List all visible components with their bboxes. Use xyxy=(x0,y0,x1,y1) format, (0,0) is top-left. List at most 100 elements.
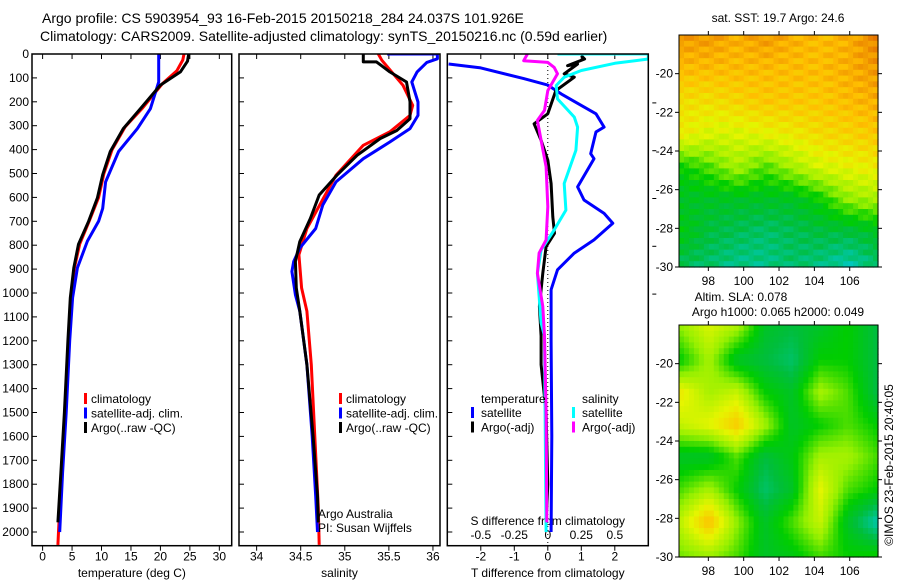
map-cell xyxy=(813,493,819,500)
map-cell xyxy=(798,185,804,193)
map-cell xyxy=(703,145,710,152)
map-cell xyxy=(763,429,770,436)
map-cell xyxy=(718,528,725,535)
map-cell xyxy=(803,493,809,500)
map-cell xyxy=(858,185,864,193)
map-cell xyxy=(863,487,869,494)
map-cell xyxy=(803,238,809,245)
map-cell xyxy=(793,330,799,338)
map-cell xyxy=(853,69,859,77)
map-cell xyxy=(718,197,725,204)
map-cell xyxy=(818,98,824,106)
map-cell xyxy=(813,87,819,94)
map-cell xyxy=(748,98,755,106)
map-cell xyxy=(818,325,824,332)
map-cell xyxy=(858,232,864,239)
map-cell xyxy=(843,162,849,169)
map-cell xyxy=(848,383,854,390)
map-cell xyxy=(753,551,760,558)
map-cell xyxy=(748,359,755,367)
map-cell xyxy=(818,342,824,349)
map-cell xyxy=(688,545,695,552)
map-cell xyxy=(788,423,795,430)
map-cell xyxy=(838,75,844,82)
map-cell xyxy=(733,35,740,42)
map-cell xyxy=(778,174,785,181)
map-cell xyxy=(753,470,760,477)
map-y-tick-label: -30 xyxy=(656,550,674,564)
map-cell xyxy=(803,226,809,233)
map-cell xyxy=(758,145,765,152)
map-cell xyxy=(853,493,859,500)
map-cell xyxy=(698,232,705,239)
map-cell xyxy=(868,127,874,135)
map-cell xyxy=(718,417,725,425)
map-cell xyxy=(708,412,715,419)
map-cell xyxy=(818,87,824,94)
map-cell xyxy=(798,412,804,419)
map-cell xyxy=(873,151,879,158)
map-cell xyxy=(858,58,864,65)
map-cell xyxy=(853,388,859,396)
map-cell xyxy=(778,522,785,529)
map-cell xyxy=(793,116,799,123)
map-cell xyxy=(793,139,799,146)
map-cell xyxy=(783,168,790,175)
map-cell xyxy=(808,220,814,227)
map-cell xyxy=(718,185,725,193)
map-cell xyxy=(753,441,760,448)
map-cell xyxy=(828,545,834,552)
map-cell xyxy=(703,174,710,181)
map-cell xyxy=(778,330,785,338)
map-cell xyxy=(838,435,844,442)
map-y-tick-label: -24 xyxy=(656,144,674,158)
map-cell xyxy=(753,249,760,256)
map-cell xyxy=(798,516,804,523)
map-cell xyxy=(843,383,849,390)
map-cell xyxy=(683,69,690,77)
map-cell xyxy=(808,133,814,140)
map-cell xyxy=(833,226,839,233)
map-cell xyxy=(818,249,824,256)
map-cell xyxy=(703,209,710,216)
map-cell xyxy=(768,481,775,488)
map-cell xyxy=(703,133,710,140)
map-cell xyxy=(873,423,879,430)
map-cell xyxy=(698,371,705,378)
map-cell xyxy=(778,429,785,436)
map-cell xyxy=(683,464,690,471)
map-cell xyxy=(693,336,700,343)
map-cell xyxy=(858,174,864,181)
map-cell xyxy=(688,243,695,251)
map-cell xyxy=(823,40,829,48)
map-cell xyxy=(863,365,869,372)
map-cell xyxy=(743,197,750,204)
map-cell xyxy=(868,180,874,187)
map-cell xyxy=(753,400,760,407)
map-cell xyxy=(728,116,735,123)
map-cell xyxy=(723,191,730,198)
map-cell xyxy=(863,249,869,256)
map-cell xyxy=(688,342,695,349)
map-cell xyxy=(713,185,720,193)
map-cell xyxy=(688,458,695,465)
map-cell xyxy=(863,110,869,117)
map-cell xyxy=(818,232,824,239)
map-cell xyxy=(813,383,819,390)
map-cell xyxy=(853,522,859,529)
map-cell xyxy=(813,377,819,384)
map-cell xyxy=(813,93,819,100)
map-cell xyxy=(803,499,809,506)
map-cell xyxy=(718,499,725,506)
map-cell xyxy=(828,209,834,216)
map-cell xyxy=(783,377,790,384)
map-cell xyxy=(798,116,804,123)
map-cell xyxy=(768,249,775,256)
map-cell xyxy=(708,127,715,135)
map-cell xyxy=(778,249,785,256)
map-cell xyxy=(703,168,710,175)
map-cell xyxy=(723,458,730,465)
map-cell xyxy=(838,365,844,372)
map-cell xyxy=(688,238,695,245)
map-cell xyxy=(748,510,755,517)
